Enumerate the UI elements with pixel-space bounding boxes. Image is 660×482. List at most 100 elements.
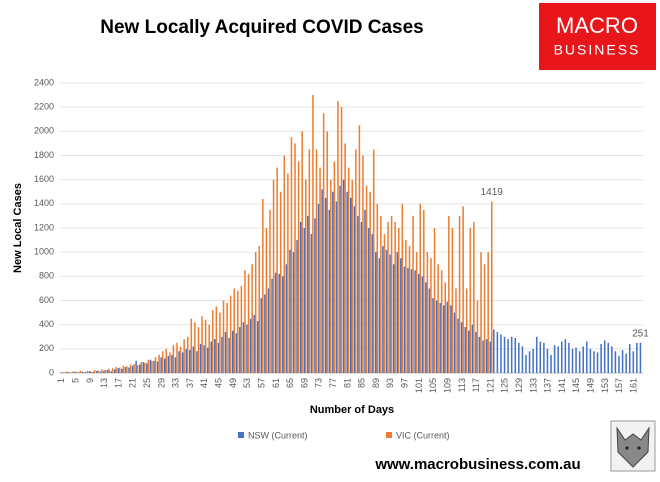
bar (117, 368, 120, 373)
bar (568, 342, 570, 373)
bar (430, 258, 432, 373)
bar (303, 228, 306, 373)
bar (328, 209, 331, 373)
bar (174, 357, 177, 373)
bar (283, 155, 286, 373)
bar (272, 179, 275, 373)
bar (161, 351, 164, 373)
bar (74, 371, 77, 373)
bar (138, 364, 141, 373)
bar (265, 228, 268, 373)
bar (147, 359, 150, 373)
bar (254, 252, 257, 373)
y-tick-label: 1000 (34, 247, 54, 257)
x-tick-label: 129 (514, 378, 524, 393)
y-tick-label: 800 (39, 271, 54, 281)
bar (192, 346, 195, 373)
bar (425, 282, 427, 373)
x-tick-label: 65 (285, 378, 295, 388)
bar (553, 345, 556, 373)
bar (369, 191, 371, 373)
bar (405, 240, 407, 373)
bar (269, 209, 271, 373)
bar (121, 368, 123, 373)
bar (546, 348, 549, 373)
bar (115, 366, 117, 373)
bar (593, 351, 595, 373)
bar (396, 252, 398, 373)
bar (351, 179, 354, 373)
legend-label: VIC (Current) (396, 430, 450, 440)
bar (394, 221, 396, 373)
bar (358, 125, 361, 374)
bar (489, 341, 491, 373)
x-tick-label: 77 (328, 378, 338, 388)
x-tick-label: 145 (571, 378, 581, 393)
bar (432, 298, 434, 373)
bar (465, 288, 468, 373)
x-tick-label: 121 (485, 378, 495, 393)
bar (578, 351, 581, 373)
bar (428, 288, 431, 373)
legend-label: NSW (Current) (248, 430, 308, 440)
x-tick-label: 53 (242, 378, 252, 388)
bar (110, 371, 112, 373)
bar (337, 101, 339, 373)
bar (90, 371, 92, 373)
bar (144, 362, 146, 373)
bar (133, 363, 135, 373)
bar (347, 167, 350, 373)
bar (131, 365, 134, 373)
bar (423, 209, 425, 373)
bar (305, 179, 307, 373)
bar (500, 334, 502, 373)
bar (287, 173, 289, 373)
bar (65, 371, 67, 373)
bar (299, 221, 302, 373)
bar (315, 149, 318, 373)
bar (543, 342, 545, 373)
bar (296, 240, 298, 373)
bar (68, 372, 71, 373)
bar (586, 341, 588, 373)
bar (126, 366, 128, 373)
bar (482, 340, 484, 373)
y-tick-label: 2000 (34, 126, 54, 136)
bar (335, 201, 338, 373)
x-tick-label: 125 (500, 378, 510, 393)
bar (333, 161, 336, 373)
x-tick-label: 61 (271, 378, 281, 388)
bar (600, 344, 602, 373)
bar (564, 339, 567, 373)
bar (322, 113, 325, 373)
x-tick-label: 25 (142, 378, 152, 388)
bar (403, 266, 406, 373)
bar (503, 336, 506, 373)
x-tick-label: 149 (586, 378, 596, 393)
bar (258, 246, 261, 373)
x-tick-label: 109 (442, 378, 452, 393)
bar (262, 199, 264, 373)
bar (611, 346, 613, 373)
bar (119, 367, 121, 373)
bar (165, 348, 168, 373)
bar (76, 371, 78, 373)
logo-text: MACRO (556, 13, 638, 38)
bar (451, 228, 454, 373)
bar (222, 300, 225, 373)
bar (208, 324, 210, 373)
bar (228, 337, 230, 373)
bar (614, 351, 617, 373)
bar (458, 215, 461, 373)
bar (496, 331, 499, 373)
data-label: 1419 (481, 187, 504, 198)
logo-text: BUSINESS (554, 42, 641, 58)
bar (557, 346, 559, 373)
bar (256, 321, 259, 373)
bar (301, 131, 303, 373)
bar (340, 107, 343, 374)
bar (86, 370, 89, 373)
bar (190, 318, 193, 373)
bar (97, 370, 100, 373)
bar (448, 215, 450, 373)
